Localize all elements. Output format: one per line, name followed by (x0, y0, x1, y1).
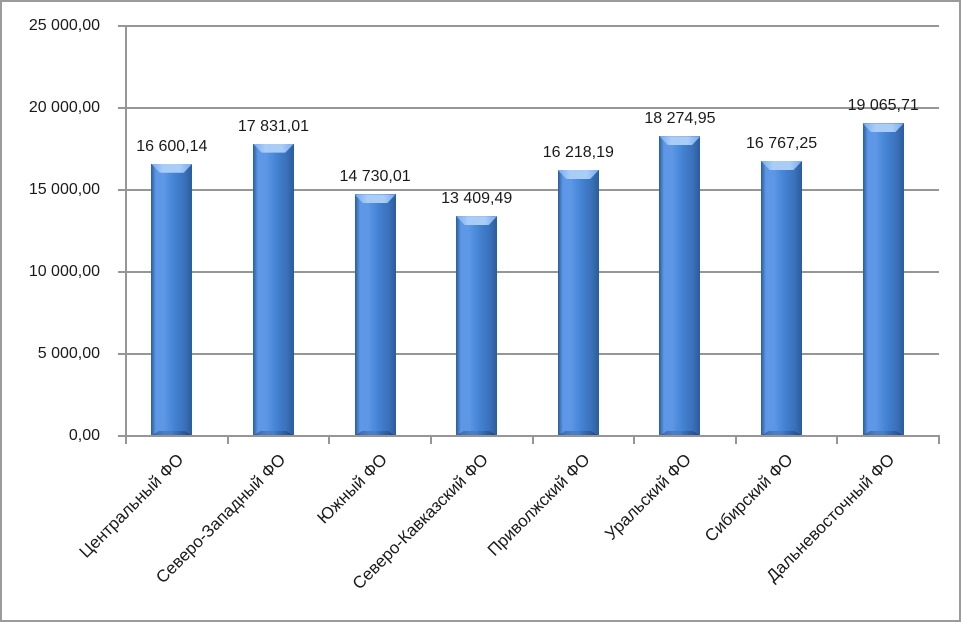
bar (456, 216, 498, 436)
y-axis-tick (118, 353, 126, 355)
x-axis-category-label: Центральный ФО (75, 450, 188, 562)
bar-value-label: 18 274,95 (644, 110, 716, 128)
bar (862, 123, 904, 436)
y-axis-tick-label: 5 000,00 (37, 345, 100, 362)
gridline (126, 107, 939, 109)
y-axis-tick-label: 15 000,00 (28, 181, 100, 198)
x-axis-tick (226, 436, 229, 444)
bar (659, 136, 701, 436)
bar-value-label: 16 600,14 (136, 137, 208, 155)
y-axis-tick (118, 25, 126, 27)
y-axis-tick-label: 25 000,00 (28, 17, 100, 34)
y-axis-tick (118, 189, 126, 191)
x-axis-category-label: Приволжский ФО (484, 450, 594, 560)
bar (761, 161, 803, 436)
bar (557, 170, 599, 436)
x-axis-tick (429, 436, 432, 444)
x-axis-line (125, 435, 940, 437)
x-axis-category-label: Сибирский ФО (701, 450, 797, 546)
bar-value-label: 16 218,19 (542, 144, 614, 162)
bar-value-label: 17 831,01 (237, 117, 310, 135)
y-axis-line (125, 26, 127, 444)
y-axis-tick (118, 107, 126, 109)
x-axis-tick (328, 436, 331, 444)
x-axis-tick (633, 436, 636, 444)
bar-value-label: 16 767,25 (745, 135, 818, 153)
bar (151, 163, 193, 436)
x-axis-tick (938, 436, 940, 444)
bar (354, 194, 396, 436)
gridline (126, 271, 939, 273)
gridline (126, 353, 939, 355)
y-axis-tick-label: 10 000,00 (28, 263, 100, 280)
gridline (126, 25, 939, 27)
x-axis-category-label: Уральский ФО (601, 450, 696, 544)
y-axis-tick (118, 435, 126, 437)
bar-value-label: 19 065,71 (847, 97, 919, 115)
y-axis-tick (118, 271, 126, 273)
x-axis-category-label: Южный ФО (313, 450, 391, 528)
y-axis-tick-label: 20 000,00 (28, 99, 100, 116)
bar (252, 143, 294, 436)
x-axis-tick (531, 436, 534, 444)
x-axis-tick (836, 436, 839, 444)
gridline (126, 189, 939, 191)
y-axis-tick-label: 0,00 (68, 427, 100, 444)
x-axis-tick (734, 436, 737, 444)
bar-value-label: 13 409,49 (441, 190, 513, 208)
bar-value-label: 14 730,01 (339, 168, 411, 186)
